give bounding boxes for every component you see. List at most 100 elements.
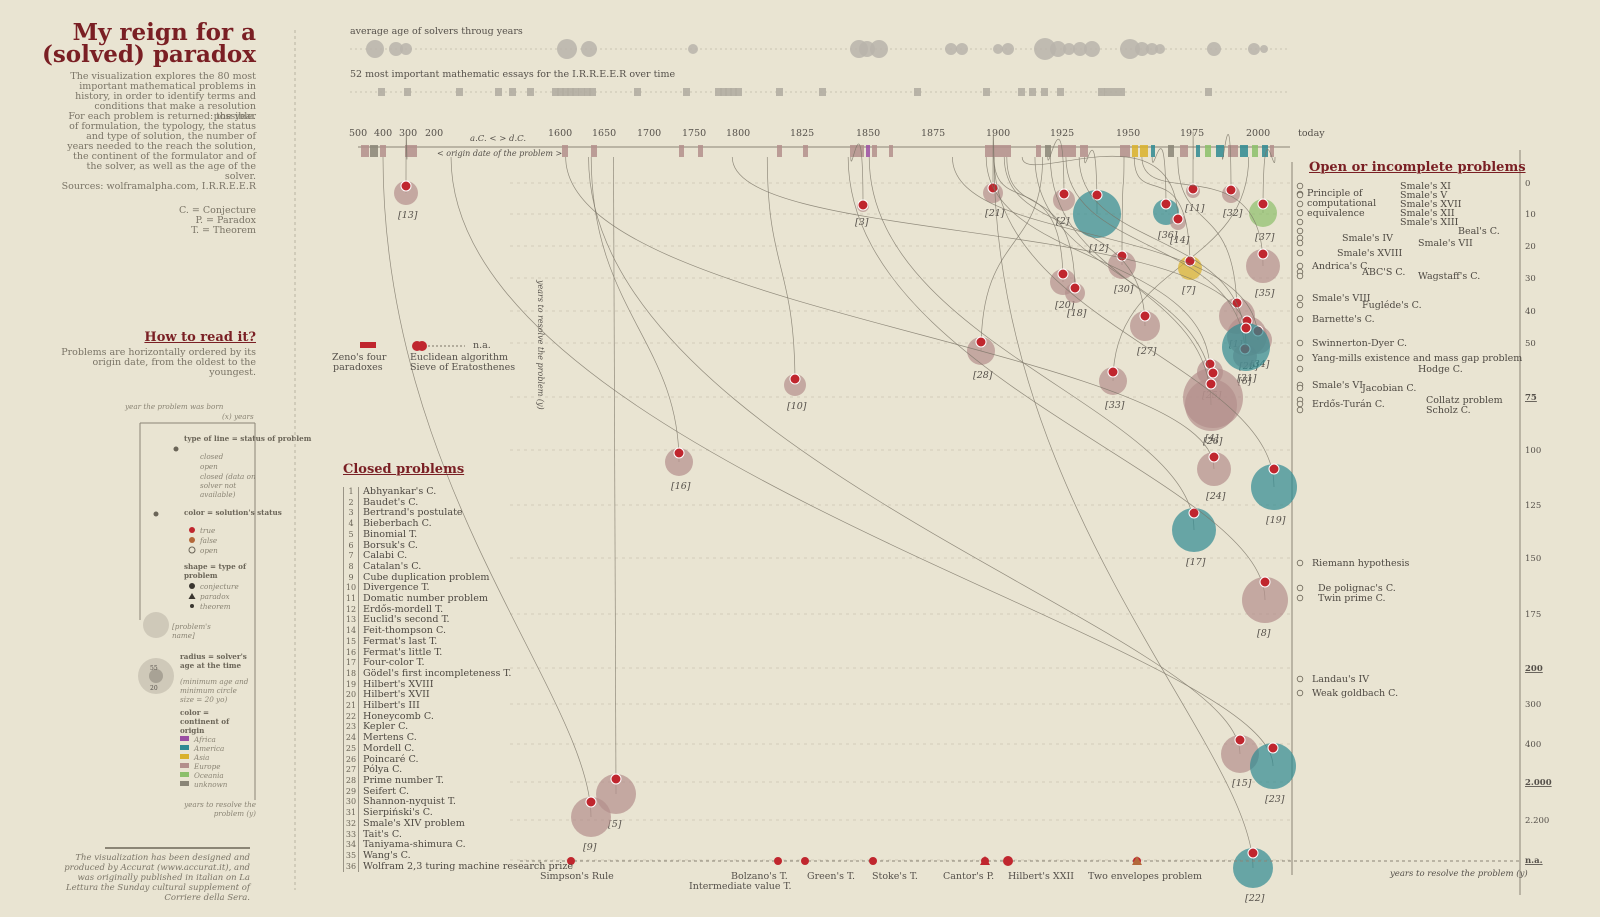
closed-item-number: 36 (343, 861, 359, 873)
closed-item-number: 5 (343, 529, 359, 541)
origin-bar-25 (1196, 145, 1200, 157)
essay-mark-17 (720, 88, 727, 96)
solved-dot-11 (1187, 183, 1199, 195)
age-dot-9 (945, 43, 957, 55)
essay-mark-32 (1118, 88, 1125, 96)
legend-continent-asia: Asia (194, 753, 210, 762)
bubble-label-17: [17] (1186, 557, 1206, 568)
bubble-label-16: [16] (671, 481, 691, 492)
closed-item-26: 26 Poincaré C. (343, 754, 573, 766)
closed-item-label: Kepler C. (363, 721, 409, 733)
legend-continent-swatch-4 (180, 772, 189, 777)
legend-shape-conjecture: conjecture (200, 582, 239, 591)
legend-shape-title: shape = type of problem (184, 562, 247, 580)
solved-dot-33 (1107, 366, 1119, 378)
bubble-label-36: [36] (1158, 230, 1178, 241)
legend-continent-oceania: Oceania (194, 771, 224, 780)
link-line-14 (1021, 155, 1179, 223)
bubble-label-6: [6] (1238, 376, 1252, 387)
essay-mark-22 (819, 88, 826, 96)
solved-dot-5 (610, 773, 622, 785)
returned-text: For each problem is returned: the year o… (67, 111, 256, 182)
na-marker-0 (567, 857, 575, 865)
solved-dot-35 (1257, 248, 1269, 260)
closed-item-number: 12 (343, 604, 359, 616)
solved-dot-12 (1091, 189, 1103, 201)
open-problem-8: Smale's VII (1418, 238, 1473, 249)
closed-item-number: 2 (343, 497, 359, 509)
closed-item-number: 1 (343, 487, 359, 498)
closed-item-number: 25 (343, 743, 359, 755)
open-problem-22: Erdős-Turán C. (1312, 399, 1385, 410)
open-problem-14: Fugléde's C. (1362, 300, 1422, 311)
origin-bar-27 (1216, 145, 1224, 157)
bubble-label-8: [8] (1257, 628, 1271, 639)
link-line-13 (405, 133, 408, 194)
origin-bar-6 (679, 145, 684, 157)
legend-color-title: color = solution's status (184, 508, 282, 517)
essay-mark-30 (1104, 88, 1111, 96)
bubble-label-33: [33] (1105, 400, 1125, 411)
origin-bar-7 (698, 145, 703, 157)
bubble-label-9: [9] (583, 842, 597, 853)
closed-item-number: 33 (343, 829, 359, 841)
open-dot-3 (1296, 200, 1304, 208)
closed-item-3: 3 Bertrand's postulate (343, 508, 573, 520)
link-line-27 (1003, 156, 1146, 327)
closed-item-number: 26 (343, 754, 359, 766)
legend-continent-europe: Europe (194, 762, 221, 771)
bubble-label-21: [21] (985, 208, 1005, 219)
closed-item-number: 7 (343, 551, 359, 562)
solved-bubble-9 (571, 797, 611, 837)
closed-item-33: 33 Tait's C. (343, 828, 573, 841)
bubble-label-4: [4] (1205, 433, 1219, 444)
legend-radius-note: (minimum age and minimum circle size = 2… (180, 677, 249, 704)
link-line-18 (1006, 156, 1076, 294)
closed-item-number: 4 (343, 519, 359, 530)
closed-item-number: 15 (343, 636, 359, 648)
bubble-label-28: [28] (973, 370, 993, 381)
solved-dot-13 (400, 180, 412, 192)
origin-bar-5 (591, 145, 597, 157)
bubble-label-22: [22] (1245, 893, 1265, 904)
age-dot-2 (400, 43, 412, 55)
open-dot-20 (1296, 384, 1304, 392)
closed-item-number: 27 (343, 765, 359, 776)
closed-item-number: 6 (343, 540, 359, 552)
x-tick-1975: 1975 (1180, 128, 1204, 139)
essay-mark-2 (456, 88, 463, 96)
origin-bar-3 (405, 145, 417, 157)
y-tick-150: 150 (1525, 554, 1541, 564)
origin-bar-31 (1262, 145, 1268, 157)
legend-x-years: (x) years (222, 412, 254, 421)
open-dot-26 (1296, 594, 1304, 602)
x-tick-1900: 1900 (986, 128, 1010, 139)
legend-false-dot (189, 537, 195, 543)
bubble-label-37: [37] (1255, 232, 1275, 243)
credit-text: The visualization has been designed and … (64, 853, 250, 903)
closed-item-label: Hilbert's XVII (363, 689, 430, 701)
closed-item-label: Tait's C. (363, 828, 402, 840)
closed-item-number: 28 (343, 775, 359, 787)
origin-bar-16 (1045, 145, 1051, 157)
years-vertical-label: years to resolve the problem (y) (536, 279, 545, 410)
bubble-label-7: [7] (1182, 285, 1196, 296)
bubble-label-18: [18] (1067, 308, 1087, 319)
solved-dot-21 (987, 182, 999, 194)
age-dot-8 (870, 40, 888, 58)
age-dot-1 (389, 42, 403, 56)
closed-item-number: 18 (343, 668, 359, 680)
essay-mark-16 (715, 88, 722, 96)
closed-item-number: 29 (343, 786, 359, 798)
open-problem-27: Landau's IV (1312, 674, 1370, 685)
x-tick-2000: 2000 (1246, 128, 1270, 139)
solved-dot-28 (975, 336, 987, 348)
link-line-22 (993, 156, 1254, 869)
essay-mark-13 (589, 88, 596, 96)
x-tick-1925: 1925 (1050, 128, 1074, 139)
essay-mark-21 (776, 88, 783, 96)
closed-item-7: 7 Calabi C. (343, 550, 573, 562)
bubble-label-10: [10] (787, 401, 807, 412)
origin-bar-12 (872, 145, 877, 157)
